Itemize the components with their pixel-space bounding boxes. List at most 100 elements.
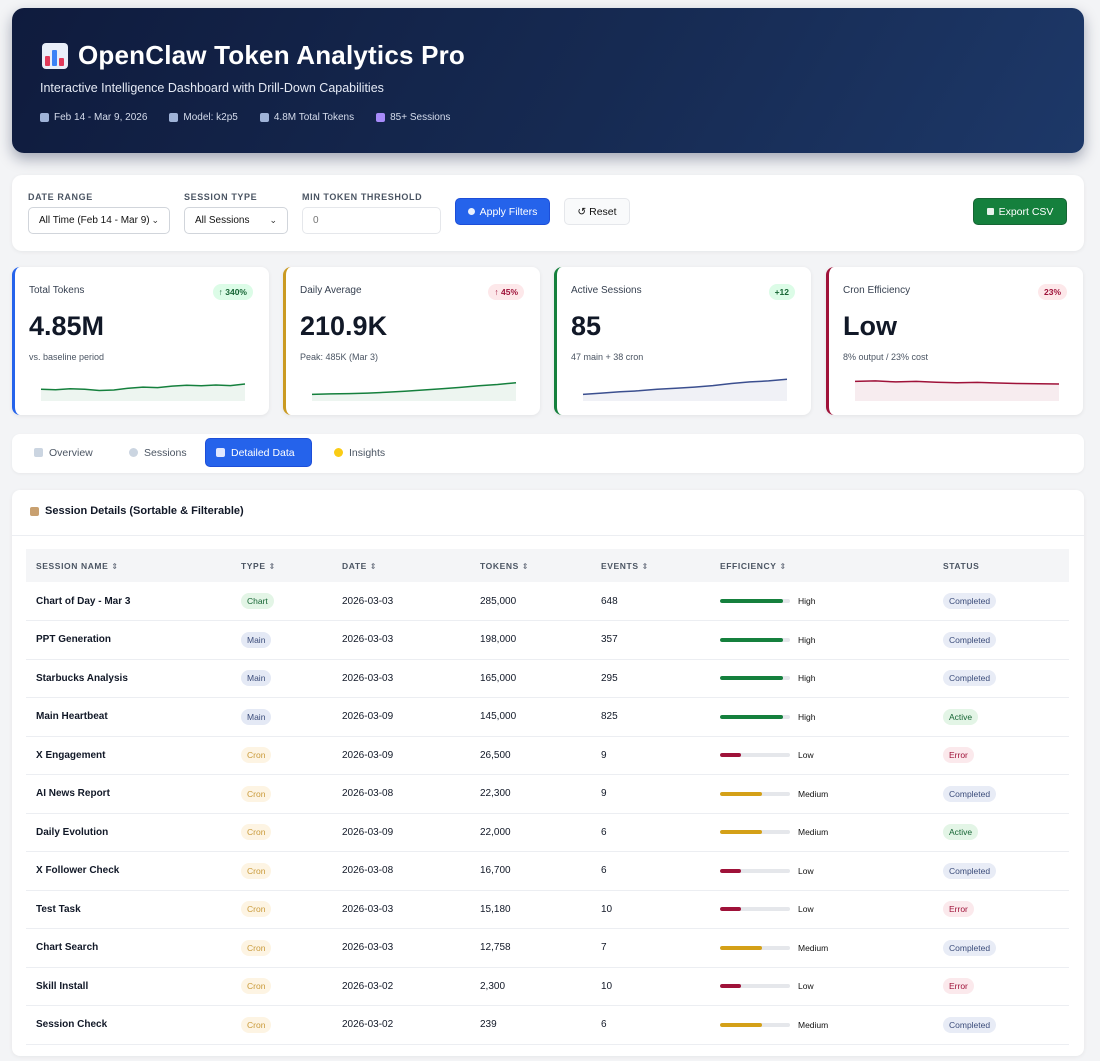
session-name: X Follower Check bbox=[36, 865, 120, 877]
col-label: SESSION NAME bbox=[36, 560, 109, 571]
status-badge: Active bbox=[943, 708, 979, 725]
efficiency-bar bbox=[720, 599, 790, 603]
efficiency-bar bbox=[720, 984, 790, 989]
efficiency-bar-fill bbox=[720, 868, 741, 873]
tokens-cell: 165,000 bbox=[480, 672, 517, 684]
kpi-badge: +12 bbox=[768, 284, 795, 300]
status-badge: Error bbox=[943, 978, 974, 995]
col-date[interactable]: DATE ⇕ bbox=[332, 549, 470, 582]
apply-filters-label: Apply Filters bbox=[479, 205, 538, 218]
session-type-select[interactable]: All Sessions ⌄ bbox=[184, 207, 288, 234]
date-cell: 2026-03-09 bbox=[342, 826, 394, 838]
table-row[interactable]: Test Task Cron 2026-03-03 15,180 10 Low Error bbox=[26, 890, 1069, 929]
sparkline-line bbox=[582, 378, 788, 396]
table-row[interactable]: Chart of Day - Mar 3 Chart 2026-03-03 285,0… bbox=[26, 582, 1069, 621]
panel-title: Session Details (Sortable & Filterable) bbox=[30, 505, 244, 517]
col-events[interactable]: EVENTS ⇕ bbox=[591, 549, 710, 582]
status-cell: Completed bbox=[933, 582, 1069, 621]
status-cell: Error bbox=[933, 890, 1069, 929]
meta-model-text: Model: k2p5 bbox=[183, 112, 238, 123]
tab-sessions-label: Sessions bbox=[144, 446, 187, 459]
kpi-badge: ↑ 45% bbox=[488, 284, 524, 300]
sort-icon: ⇕ bbox=[521, 561, 530, 571]
kpi-card-total-tokens[interactable]: Total Tokens ↑ 340% 4.85M vs. baseline p… bbox=[12, 267, 269, 415]
kpi-note: 47 main + 38 cron bbox=[571, 352, 644, 362]
efficiency-bar-fill bbox=[720, 637, 783, 642]
type-cell: Chart bbox=[231, 582, 332, 621]
session-type-value: All Sessions bbox=[195, 215, 250, 226]
kpi-sparkline bbox=[40, 383, 246, 401]
reset-button[interactable]: ↺ Reset bbox=[564, 198, 630, 225]
status-badge: Completed bbox=[943, 631, 997, 648]
session-name: Chart of Day - Mar 3 bbox=[36, 595, 131, 607]
kpi-card-active-sessions[interactable]: Active Sessions +12 85 47 main + 38 cron bbox=[554, 267, 811, 415]
col-session-name[interactable]: SESSION NAME ⇕ bbox=[26, 549, 231, 582]
table-row[interactable]: Skill Install Cron 2026-03-02 2,300 10 Low Err… bbox=[26, 967, 1069, 1006]
efficiency-bar bbox=[720, 945, 790, 950]
table-row[interactable]: Starbucks Analysis Main 2026-03-03 165,000 2… bbox=[26, 659, 1069, 698]
table-row[interactable]: X Follower Check Cron 2026-03-08 16,700 6 Low… bbox=[26, 852, 1069, 891]
kpi-label: Daily Average bbox=[300, 285, 362, 296]
date-range-select[interactable]: All Time (Feb 14 - Mar 9) ⌄ bbox=[28, 207, 170, 234]
sparkline-line bbox=[40, 383, 246, 392]
export-csv-button[interactable]: Export CSV bbox=[973, 198, 1067, 225]
type-cell: Cron bbox=[231, 852, 332, 891]
status-badge: Completed bbox=[943, 785, 997, 802]
events-cell: 10 bbox=[601, 903, 613, 915]
status-cell: Completed bbox=[933, 1006, 1069, 1045]
col-tokens[interactable]: TOKENS ⇕ bbox=[470, 549, 591, 582]
sparkline-area bbox=[41, 384, 245, 401]
efficiency-indicator: Low bbox=[720, 750, 933, 760]
efficiency-indicator: Low bbox=[720, 904, 933, 914]
events-cell: 6 bbox=[601, 826, 607, 838]
kpi-label: Cron Efficiency bbox=[843, 285, 911, 296]
table-row[interactable]: PPT Generation Main 2026-03-03 198,000 357 Hi… bbox=[26, 621, 1069, 659]
events-cell: 9 bbox=[601, 749, 607, 761]
status-badge: Active bbox=[943, 824, 979, 841]
tab-sessions[interactable]: Sessions bbox=[119, 438, 197, 467]
session-name: Daily Evolution bbox=[36, 826, 109, 838]
meta-tokens-text: 4.8M Total Tokens bbox=[273, 112, 355, 123]
page-title: OpenClaw Token Analytics Pro bbox=[78, 40, 466, 70]
meta-tokens: 4.8M Total Tokens bbox=[259, 112, 355, 123]
type-badge: Cron bbox=[241, 901, 272, 918]
session-name: Main Heartbeat bbox=[36, 711, 108, 723]
tab-insights[interactable]: Insights bbox=[324, 438, 395, 467]
events-cell: 6 bbox=[601, 865, 607, 877]
kpi-value: 210.9K bbox=[300, 311, 388, 341]
efficiency-indicator: High bbox=[720, 712, 933, 722]
apply-filters-button[interactable]: Apply Filters bbox=[455, 198, 550, 225]
table-row[interactable]: Chart Search Cron 2026-03-03 12,758 7 Medium C… bbox=[26, 929, 1069, 968]
header-meta: Feb 14 - Mar 9, 2026 Model: k2p5 4.8M To… bbox=[40, 112, 450, 123]
search-icon bbox=[467, 208, 475, 215]
events-cell: 6 bbox=[601, 1019, 607, 1031]
efficiency-cell: High bbox=[710, 659, 933, 698]
col-efficiency[interactable]: EFFICIENCY ⇕ bbox=[710, 549, 933, 582]
efficiency-bar bbox=[720, 676, 790, 681]
bulb-icon bbox=[334, 448, 343, 457]
meta-date: Feb 14 - Mar 9, 2026 bbox=[40, 112, 147, 123]
tokens-cell: 285,000 bbox=[480, 595, 517, 607]
min-token-input[interactable] bbox=[302, 207, 441, 234]
table-row[interactable]: AI News Report Cron 2026-03-08 22,300 9 Mediu… bbox=[26, 775, 1069, 813]
kpi-note: Peak: 485K (Mar 3) bbox=[300, 352, 379, 362]
col-type[interactable]: TYPE ⇕ bbox=[231, 549, 332, 582]
efficiency-cell: Medium bbox=[710, 813, 933, 852]
events-cell: 9 bbox=[601, 788, 607, 800]
kpi-sparkline bbox=[311, 381, 517, 401]
tab-overview[interactable]: Overview bbox=[24, 438, 103, 467]
chart-icon bbox=[259, 113, 269, 122]
table-row[interactable]: Main Heartbeat Main 2026-03-09 145,000 825 Hi… bbox=[26, 698, 1069, 736]
table-row[interactable]: X Engagement Cron 2026-03-09 26,500 9 Low Erro… bbox=[26, 736, 1069, 775]
kpi-card-daily-average[interactable]: Daily Average ↑ 45% 210.9K Peak: 485K (M… bbox=[283, 267, 540, 415]
kpi-card-cron-efficiency[interactable]: Cron Efficiency 23% Low 8% output / 23% … bbox=[826, 267, 1083, 415]
page-subtitle: Interactive Intelligence Dashboard with … bbox=[40, 81, 384, 95]
date-cell: 2026-03-03 bbox=[342, 903, 394, 915]
tokens-cell: 15,180 bbox=[480, 903, 511, 915]
efficiency-bar bbox=[720, 1022, 790, 1027]
table-row[interactable]: Daily Evolution Cron 2026-03-09 22,000 6 Medi… bbox=[26, 813, 1069, 852]
status-cell: Completed bbox=[933, 929, 1069, 968]
clipboard-icon bbox=[30, 506, 39, 516]
tab-detailed-data[interactable]: Detailed Data bbox=[205, 438, 312, 467]
table-row[interactable]: Session Check Cron 2026-03-02 239 6 Medium Com… bbox=[26, 1006, 1069, 1045]
